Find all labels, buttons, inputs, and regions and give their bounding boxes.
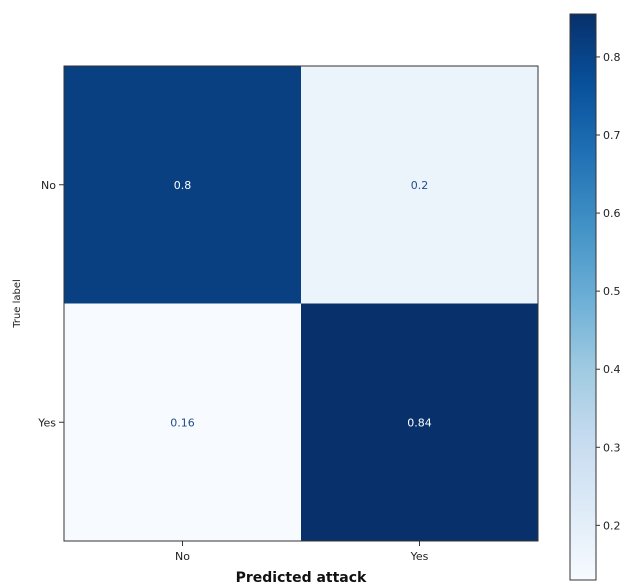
y-axis-ticks: No Yes [37,179,64,429]
colorbar-tick-label: 0.7 [603,129,621,142]
heatmap-cell-no-yes [301,66,538,304]
heatmap-cells [64,66,538,541]
cell-value-label: 0.8 [174,179,192,192]
x-tick-label: Yes [410,550,429,563]
colorbar-tick-label: 0.5 [603,285,621,298]
x-tick-label: No [175,550,190,563]
colorbar-ticks: 0.2 0.3 0.4 0.5 0.6 0.7 0.8 [596,51,621,532]
cell-value-label: 0.2 [411,179,429,192]
heatmap-cell-yes-yes [301,303,538,541]
x-axis-label: Predicted attack [236,570,367,586]
heatmap-cell-labels: 0.8 0.2 0.16 0.84 [170,179,432,430]
y-axis-label: True label [12,279,23,329]
plot-frame [63,65,539,542]
colorbar [569,13,597,581]
y-tick-label: Yes [37,416,56,429]
colorbar-tick-label: 0.6 [603,207,621,220]
cell-value-label: 0.84 [407,416,432,429]
x-axis-ticks: No Yes [175,541,429,563]
colorbar-tick-label: 0.3 [603,441,621,454]
cell-value-label: 0.16 [170,416,195,429]
heatmap-cell-yes-no [64,303,301,541]
colorbar-tick-label: 0.4 [603,363,621,376]
colorbar-tick-label: 0.8 [603,51,621,64]
y-tick-label: No [41,179,56,192]
colorbar-tick-label: 0.2 [603,519,621,532]
heatmap-cell-no-no [64,66,301,304]
